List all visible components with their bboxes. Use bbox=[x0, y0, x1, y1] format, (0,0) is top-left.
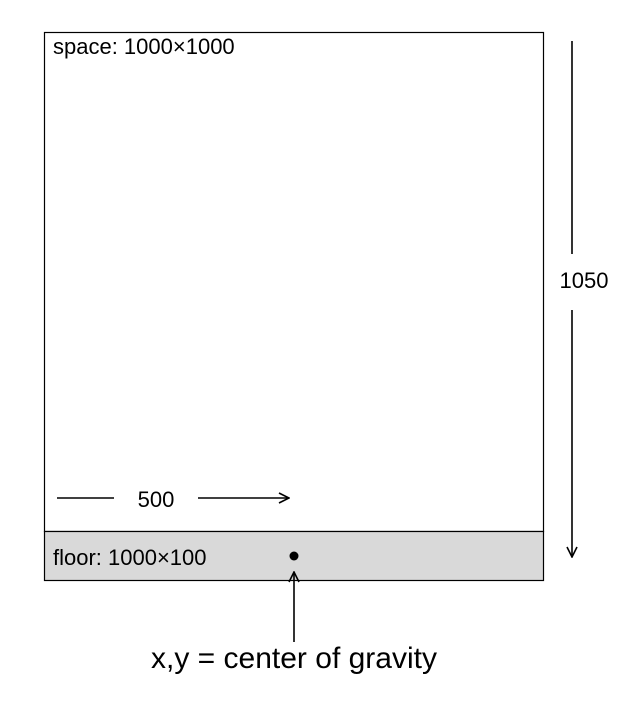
floor-label: floor: 1000×100 bbox=[53, 545, 207, 570]
space-region bbox=[43, 31, 545, 533]
center-of-gravity-point bbox=[289, 551, 299, 561]
height-dimension-label: 1050 bbox=[560, 268, 609, 293]
width-dimension-label: 500 bbox=[138, 487, 175, 512]
space-label: space: 1000×1000 bbox=[53, 34, 235, 59]
gravity-caption: x,y = center of gravity bbox=[151, 642, 437, 675]
